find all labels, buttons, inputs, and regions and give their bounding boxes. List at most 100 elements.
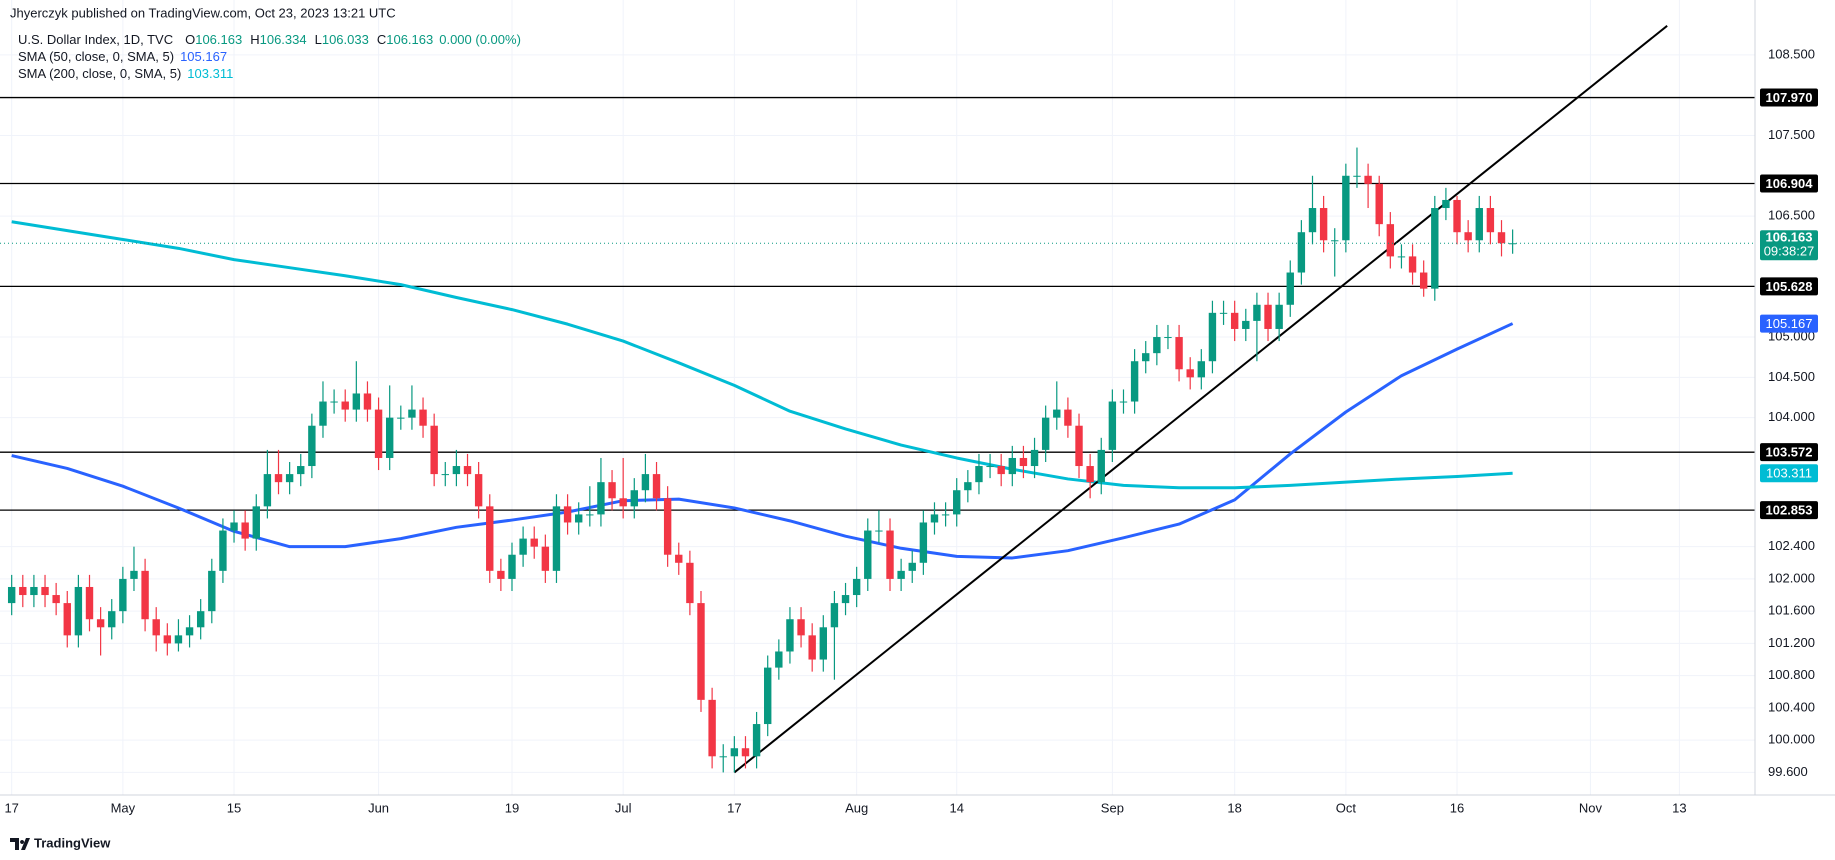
candle-body (230, 522, 238, 531)
candle-body (219, 530, 227, 571)
candle-body (864, 530, 872, 579)
candle-body (385, 417, 394, 458)
candle-body (30, 586, 38, 596)
level-label-box (1760, 443, 1818, 462)
candle-body (752, 724, 761, 757)
y-tick-label: 100.000 (1768, 732, 1815, 747)
candle-body (1164, 337, 1172, 339)
candle-body (1130, 361, 1139, 402)
candle-body (41, 586, 49, 596)
candle-body (497, 570, 505, 579)
candle-body (419, 409, 427, 426)
ohlc-prefix: C (377, 32, 386, 47)
candle-body (341, 401, 349, 410)
candle-body (1108, 401, 1117, 450)
candle-body (1075, 425, 1083, 467)
candle-body (686, 562, 694, 604)
plot-area (0, 25, 1755, 774)
candle-body (997, 466, 1005, 475)
candle-body (808, 635, 816, 660)
y-tick-label: 104.000 (1768, 409, 1815, 424)
x-tick-label: May (111, 800, 136, 815)
candle-body (1342, 175, 1350, 241)
candle-body (486, 506, 494, 571)
y-tick-label: 102.400 (1768, 538, 1815, 553)
sma-axis-label: 105.167 (1766, 316, 1813, 331)
y-tick-label: 99.600 (1768, 764, 1808, 779)
candle-body (1097, 449, 1105, 483)
candle-body (1475, 208, 1483, 241)
candle-body (252, 506, 260, 539)
candle-body (897, 570, 905, 579)
candle-body (1453, 199, 1461, 233)
candle-body (797, 619, 805, 636)
x-tick-label: 14 (949, 800, 963, 815)
y-tick-label: 102.000 (1768, 570, 1815, 585)
candle-body (841, 595, 850, 604)
countdown-label: 09:38:27 (1764, 244, 1815, 259)
candle-body (1019, 457, 1028, 467)
x-tick-label: 19 (505, 800, 519, 815)
candle-body (7, 586, 16, 604)
candle-body (285, 474, 294, 483)
ohlc-prefix: O (185, 32, 195, 47)
candle-body (1008, 457, 1017, 475)
candle-body (208, 570, 216, 612)
axes: 99.600 100.000 100.400 100.800 101.200 101.60… (4, 46, 1818, 815)
candle-body (919, 522, 928, 563)
candle-body (430, 425, 438, 475)
candle-body (1486, 208, 1495, 233)
candle-body (1186, 369, 1194, 378)
candle-body (196, 611, 205, 628)
candle-body (964, 482, 972, 491)
x-tick-label: 18 (1227, 800, 1241, 815)
y-tick-label: 104.500 (1768, 369, 1815, 384)
ohlc-value: 106.334 (260, 32, 307, 47)
candle-body (397, 417, 405, 419)
level-label-box (1760, 277, 1818, 296)
level-label: 106.904 (1766, 176, 1814, 191)
candle-body (1331, 240, 1339, 242)
y-tick-label: 101.200 (1768, 635, 1815, 650)
candle-body (1253, 304, 1261, 321)
candle-body (975, 466, 983, 483)
candle-body (1464, 232, 1472, 241)
x-tick-label: Sep (1101, 800, 1124, 815)
candle-body (1397, 256, 1406, 258)
candle-body (274, 474, 283, 483)
level-label-box (1760, 501, 1818, 520)
candle-body (597, 482, 605, 515)
candle-body (1431, 208, 1439, 289)
footer-brand: TradingView (34, 835, 111, 850)
candle-body (363, 393, 372, 410)
logo-icon (10, 838, 30, 850)
candle-body (830, 603, 839, 628)
y-tick-label: 107.500 (1768, 127, 1815, 142)
candle-body (19, 586, 27, 596)
sma200-legend: SMA (200, close, 0, SMA, 5) 103.311 (18, 66, 233, 81)
sma200-value: 103.311 (187, 66, 233, 81)
candle-body (675, 554, 683, 563)
candle-body (119, 578, 127, 612)
candle-body (530, 538, 538, 547)
candle-body (1030, 449, 1039, 467)
candle-body (1308, 208, 1317, 233)
candle-body (1219, 312, 1228, 314)
candle-body (775, 651, 783, 668)
candle-body (263, 474, 272, 507)
y-tick-label: 106.500 (1768, 208, 1815, 223)
candle-body (1386, 224, 1395, 257)
candle-body (552, 506, 561, 571)
change-value: 0.000 (0.00%) (439, 32, 521, 47)
candle-body (819, 627, 827, 660)
candle-body (1375, 183, 1383, 225)
candle-body (930, 514, 939, 523)
candle-body (1041, 417, 1050, 450)
candle-body (852, 578, 861, 596)
candle-body (352, 393, 361, 410)
candle-body (308, 425, 316, 467)
y-tick-label: 108.500 (1768, 46, 1815, 61)
candle-body (374, 409, 383, 458)
